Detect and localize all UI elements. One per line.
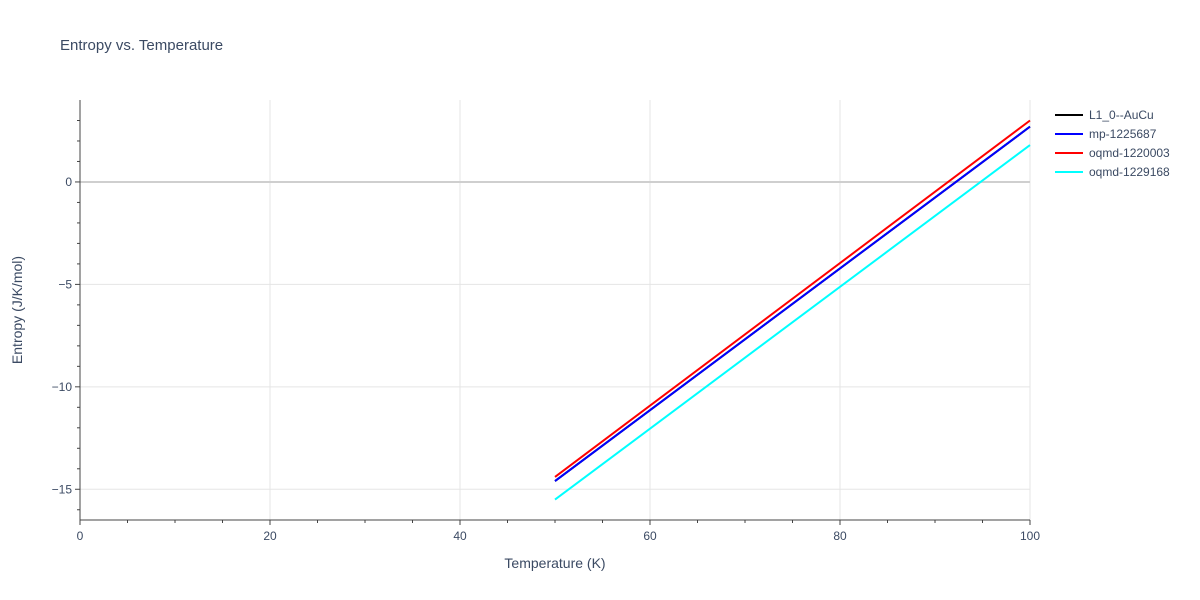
x-tick-label: 0 (77, 529, 84, 543)
legend-item[interactable]: oqmd-1229168 (1055, 165, 1170, 179)
x-tick-label: 80 (833, 529, 847, 543)
x-tick-label: 40 (453, 529, 467, 543)
legend-label: mp-1225687 (1089, 127, 1157, 141)
y-tick-label: −15 (52, 482, 73, 496)
chart-title: Entropy vs. Temperature (60, 37, 223, 54)
series-line-mp-1225687 (554, 125, 1031, 482)
y-tick-label: −10 (52, 380, 73, 394)
x-tick-label: 60 (643, 529, 657, 543)
series-line-oqmd-1220003 (554, 119, 1031, 478)
x-axis-label: Temperature (K) (504, 555, 605, 571)
legend-label: oqmd-1229168 (1089, 165, 1170, 179)
x-tick-label: 100 (1020, 529, 1040, 543)
axes (79, 100, 1030, 521)
series-line-oqmd-1229168 (554, 144, 1031, 501)
grid-lines (80, 100, 1031, 520)
legend-label: L1_0--AuCu (1089, 108, 1154, 122)
series-lines (554, 119, 1031, 501)
x-tick-label: 20 (263, 529, 277, 543)
y-axis-label: Entropy (J/K/mol) (9, 256, 25, 364)
legend-item[interactable]: oqmd-1220003 (1055, 146, 1170, 160)
y-tick-label: 0 (65, 175, 72, 189)
legend[interactable]: L1_0--AuCu mp-1225687 oqmd-1220003 oqmd-122… (1055, 108, 1170, 179)
x-ticks: 0 20 40 60 80 100 (77, 520, 1040, 543)
legend-label: oqmd-1220003 (1089, 146, 1170, 160)
legend-item[interactable]: L1_0--AuCu (1055, 108, 1154, 122)
legend-item[interactable]: mp-1225687 (1055, 127, 1157, 141)
y-tick-label: −5 (58, 277, 72, 291)
y-ticks: 0 −5 −10 −15 (52, 119, 80, 511)
